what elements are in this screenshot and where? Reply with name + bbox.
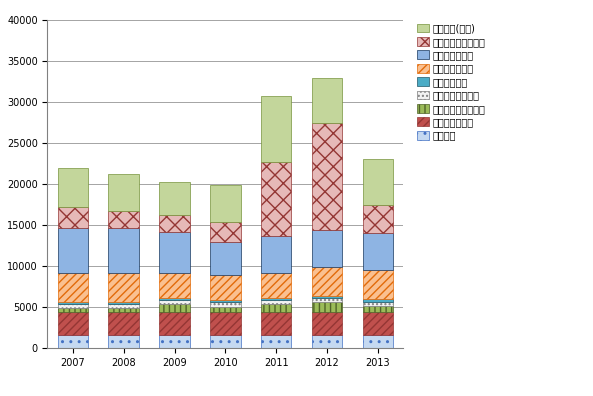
- Bar: [109, 174, 139, 211]
- Bar: [160, 232, 190, 273]
- Bar: [109, 302, 139, 304]
- Bar: [261, 312, 291, 335]
- Bar: [312, 298, 342, 303]
- Bar: [210, 303, 241, 307]
- Bar: [109, 308, 139, 312]
- Bar: [210, 300, 241, 303]
- Bar: [58, 308, 88, 312]
- Bar: [109, 211, 139, 228]
- Bar: [362, 306, 393, 312]
- Bar: [312, 123, 342, 230]
- Bar: [362, 302, 393, 306]
- Bar: [312, 335, 342, 348]
- Bar: [58, 335, 88, 348]
- Bar: [210, 307, 241, 312]
- Bar: [312, 303, 342, 312]
- Bar: [261, 162, 291, 236]
- Bar: [362, 335, 393, 348]
- Bar: [210, 242, 241, 275]
- Bar: [160, 300, 190, 304]
- Bar: [160, 183, 190, 215]
- Bar: [58, 228, 88, 273]
- Bar: [210, 185, 241, 222]
- Bar: [109, 312, 139, 335]
- Bar: [160, 273, 190, 297]
- Bar: [312, 267, 342, 296]
- Bar: [261, 273, 291, 297]
- Bar: [312, 78, 342, 123]
- Bar: [210, 222, 241, 242]
- Bar: [362, 299, 393, 302]
- Bar: [362, 160, 393, 205]
- Bar: [210, 335, 241, 348]
- Bar: [109, 228, 139, 273]
- Bar: [362, 270, 393, 299]
- Bar: [160, 297, 190, 300]
- Bar: [109, 273, 139, 302]
- Bar: [160, 215, 190, 232]
- Bar: [58, 312, 88, 335]
- Bar: [160, 304, 190, 312]
- Bar: [261, 304, 291, 312]
- Bar: [261, 96, 291, 162]
- Bar: [362, 312, 393, 335]
- Bar: [312, 312, 342, 335]
- Bar: [160, 335, 190, 348]
- Bar: [261, 297, 291, 300]
- Bar: [58, 207, 88, 228]
- Bar: [261, 236, 291, 273]
- Bar: [362, 233, 393, 270]
- Bar: [109, 335, 139, 348]
- Bar: [160, 312, 190, 335]
- Bar: [312, 230, 342, 267]
- Legend: 농지은행(융자), 다목적농촌용수개발, 대단위농업개발, 농어업기반정비, 농업시설개선, 농촌공사시설관리, 대단위농업시설정비, 수리시설개보수, 재해예: 농지은행(융자), 다목적농촌용수개발, 대단위농업개발, 농어업기반정비, 농…: [415, 21, 487, 143]
- Bar: [261, 300, 291, 304]
- Bar: [362, 205, 393, 233]
- Bar: [58, 304, 88, 308]
- Bar: [58, 273, 88, 302]
- Bar: [210, 312, 241, 335]
- Bar: [58, 302, 88, 304]
- Bar: [109, 304, 139, 308]
- Bar: [210, 275, 241, 300]
- Bar: [261, 335, 291, 348]
- Bar: [312, 296, 342, 298]
- Bar: [58, 168, 88, 207]
